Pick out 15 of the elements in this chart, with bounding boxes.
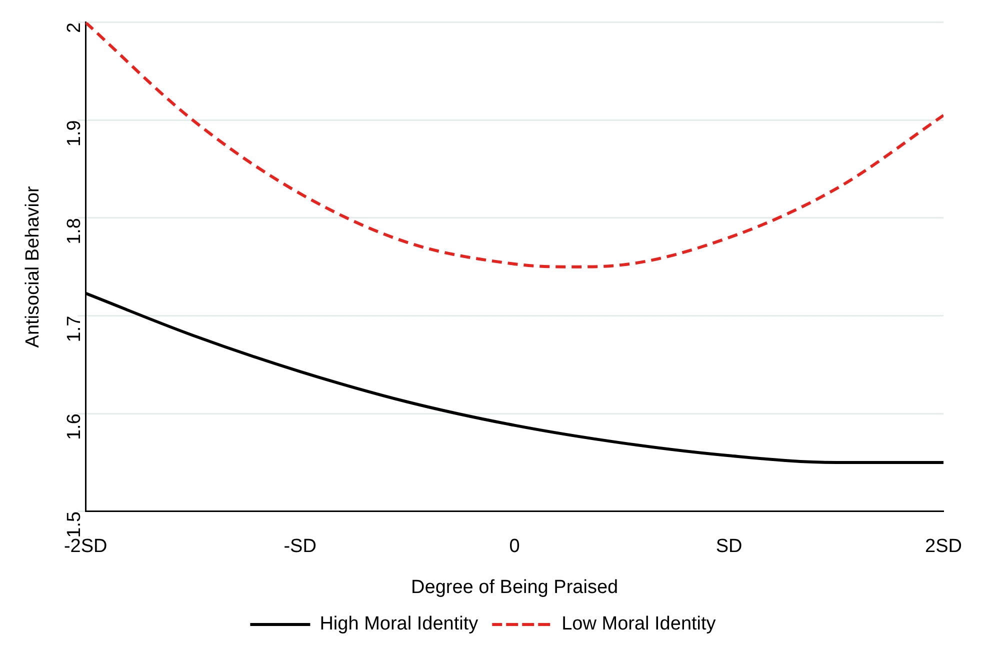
x-tick-label: 0 <box>509 536 520 558</box>
y-tick-label: 1.9 <box>64 120 85 147</box>
x-tick-label: SD <box>716 536 742 558</box>
y-axis-title: Antisocial Behavior <box>22 185 44 348</box>
x-tick-label: -2SD <box>64 536 108 558</box>
y-tick-label: 1.8 <box>64 218 85 244</box>
y-tick-label: 1.5 <box>64 511 85 538</box>
y-tick-label: 1.6 <box>64 414 85 440</box>
y-tick-label: 2 <box>64 22 85 33</box>
legend-label: High Moral Identity <box>320 614 479 635</box>
x-tick-label: 2SD <box>925 536 962 558</box>
x-tick-label: -SD <box>284 536 316 558</box>
y-tick-label: 1.7 <box>64 316 85 342</box>
x-axis-title: Degree of Being Praised <box>411 576 618 598</box>
legend-label: Low Moral Identity <box>562 614 716 635</box>
